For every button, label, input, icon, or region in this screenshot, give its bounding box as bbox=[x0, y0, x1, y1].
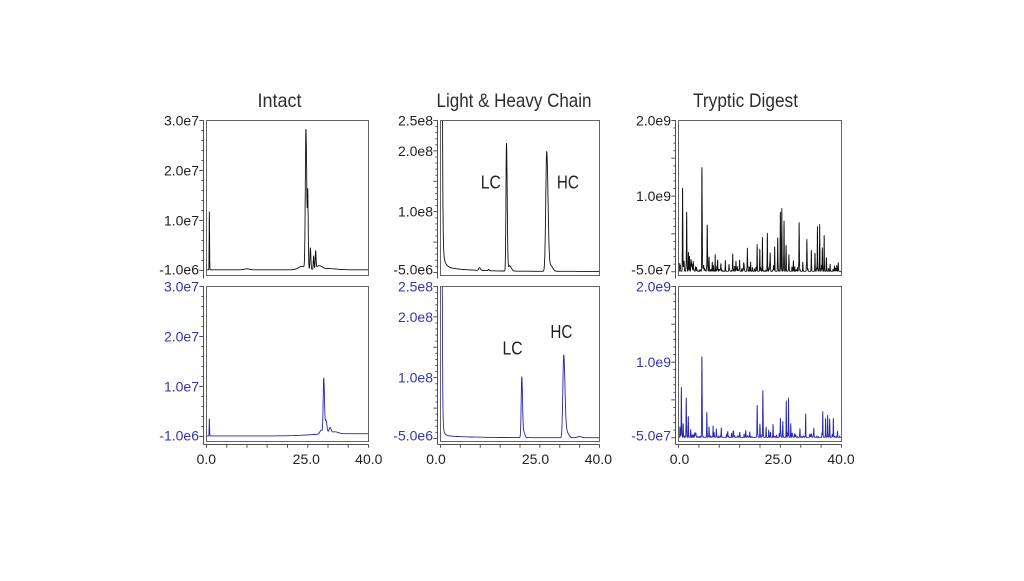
svg-text:-5.0e6: -5.0e6 bbox=[393, 262, 433, 278]
svg-text:1.0e9: 1.0e9 bbox=[636, 188, 671, 204]
svg-text:40.0: 40.0 bbox=[827, 451, 854, 467]
svg-text:0.0: 0.0 bbox=[197, 451, 217, 467]
svg-text:HC: HC bbox=[557, 173, 579, 193]
svg-text:3.0e7: 3.0e7 bbox=[164, 113, 199, 129]
svg-text:40.0: 40.0 bbox=[585, 451, 612, 467]
svg-text:1.0e8: 1.0e8 bbox=[398, 204, 433, 220]
svg-text:-1.0e6: -1.0e6 bbox=[159, 428, 199, 444]
svg-text:0.0: 0.0 bbox=[426, 451, 446, 467]
svg-text:-5.0e7: -5.0e7 bbox=[631, 428, 671, 444]
svg-text:1.0e8: 1.0e8 bbox=[398, 370, 433, 386]
svg-text:25.0: 25.0 bbox=[293, 451, 320, 467]
svg-text:2.5e8: 2.5e8 bbox=[398, 279, 433, 295]
svg-text:0.0: 0.0 bbox=[670, 451, 690, 467]
svg-text:2.0e7: 2.0e7 bbox=[164, 329, 199, 345]
svg-text:1.0e9: 1.0e9 bbox=[636, 354, 671, 370]
svg-text:LC: LC bbox=[503, 339, 523, 359]
svg-text:25.0: 25.0 bbox=[522, 451, 549, 467]
svg-text:-5.0e7: -5.0e7 bbox=[631, 262, 671, 278]
svg-text:3.0e7: 3.0e7 bbox=[164, 279, 199, 295]
svg-text:40.0: 40.0 bbox=[355, 451, 382, 467]
svg-text:1.0e7: 1.0e7 bbox=[164, 213, 199, 229]
svg-text:Light & Heavy Chain: Light & Heavy Chain bbox=[437, 90, 592, 112]
svg-text:2.5e8: 2.5e8 bbox=[398, 113, 433, 129]
svg-text:Tryptic Digest: Tryptic Digest bbox=[693, 90, 799, 112]
svg-text:2.0e9: 2.0e9 bbox=[636, 113, 671, 129]
svg-text:2.0e9: 2.0e9 bbox=[636, 279, 671, 295]
svg-text:1.0e7: 1.0e7 bbox=[164, 379, 199, 395]
svg-text:Intact: Intact bbox=[258, 90, 303, 112]
svg-text:HC: HC bbox=[550, 322, 572, 342]
svg-text:2.0e8: 2.0e8 bbox=[398, 143, 433, 159]
svg-text:2.0e7: 2.0e7 bbox=[164, 163, 199, 179]
svg-text:-5.0e6: -5.0e6 bbox=[393, 428, 433, 444]
svg-text:2.0e8: 2.0e8 bbox=[398, 309, 433, 325]
svg-text:LC: LC bbox=[481, 173, 501, 193]
svg-text:-1.0e6: -1.0e6 bbox=[159, 262, 199, 278]
svg-text:25.0: 25.0 bbox=[765, 451, 792, 467]
